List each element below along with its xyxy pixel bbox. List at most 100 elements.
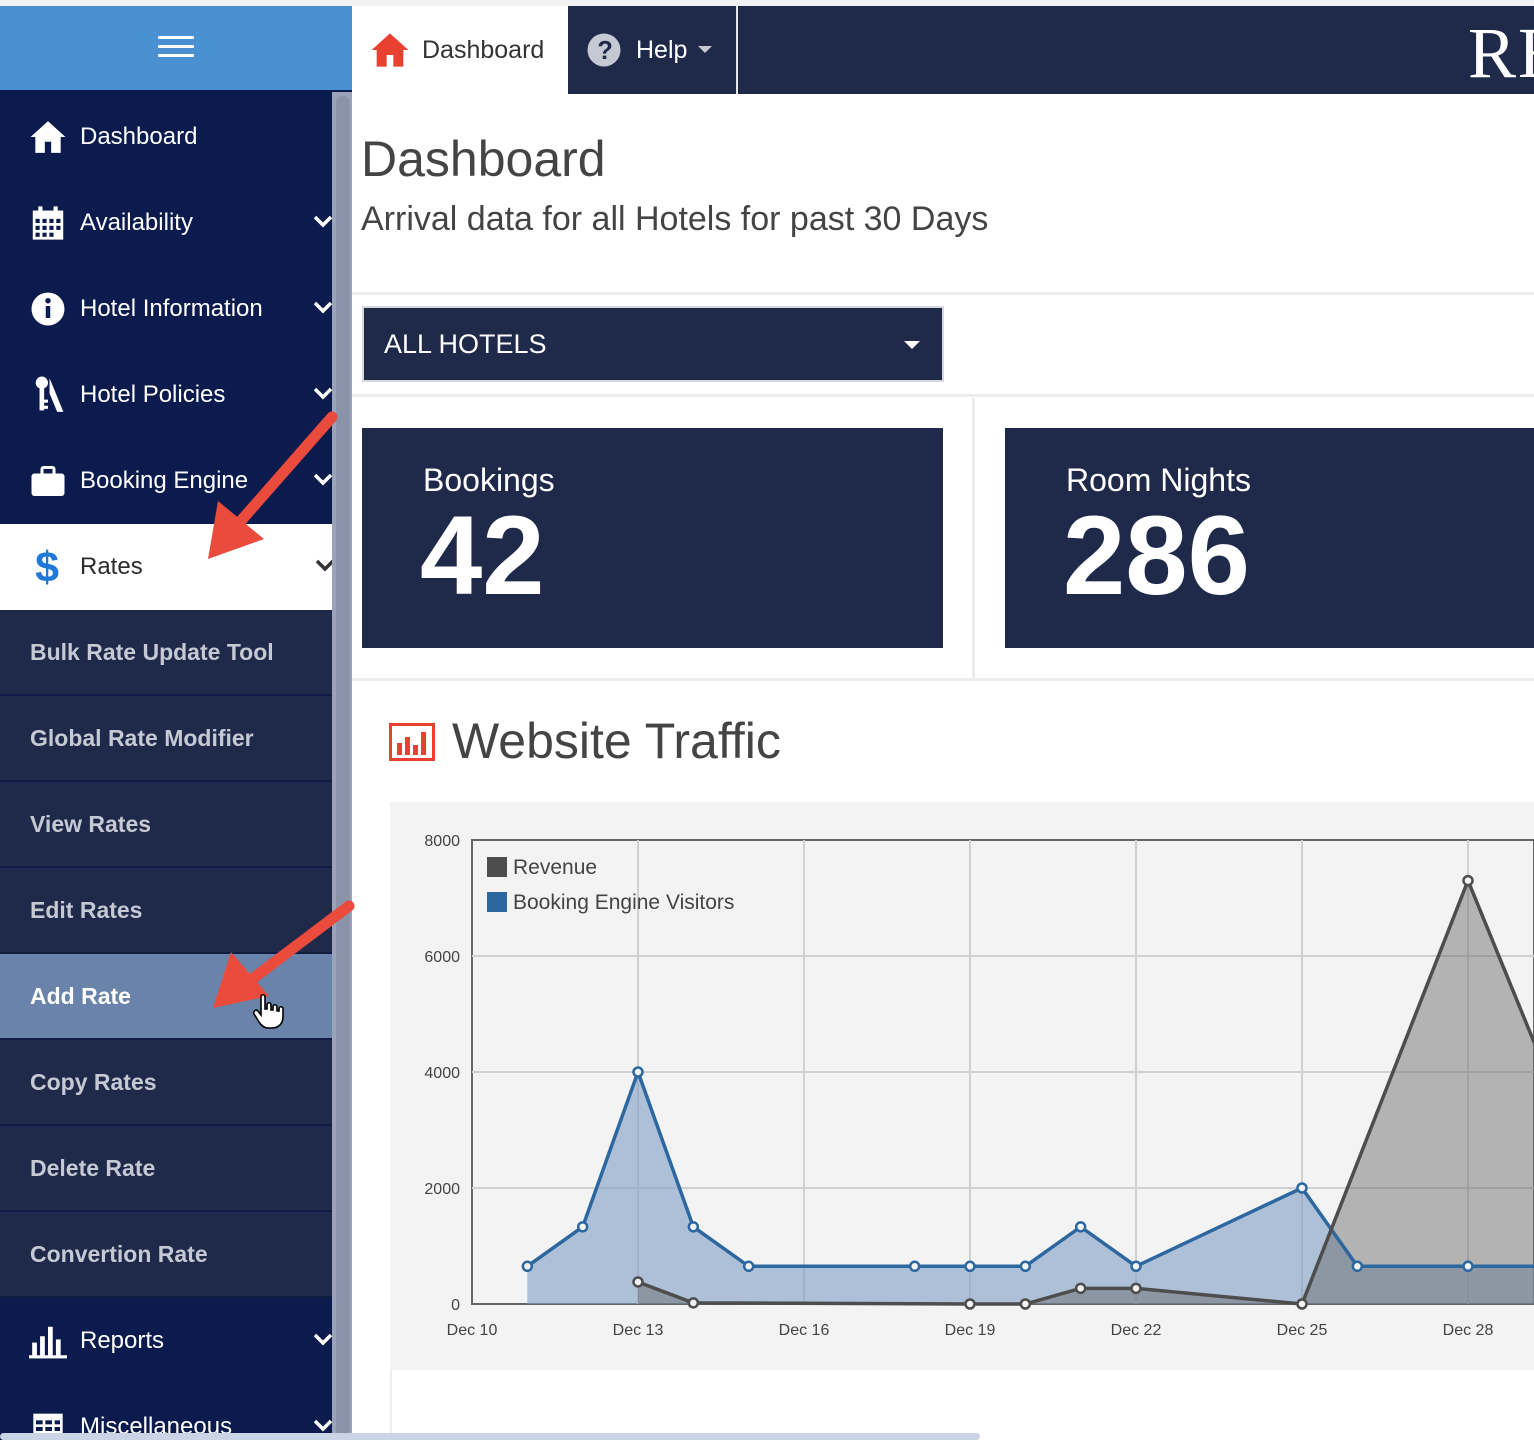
question-circle-icon: ?: [587, 33, 621, 67]
sidebar-item-label: Booking Engine: [80, 467, 249, 494]
divider: [390, 1370, 392, 1440]
annotation-arrow-rates: [208, 411, 338, 559]
sidebar-item-hotel-information[interactable]: Hotel Information: [0, 266, 333, 352]
bookings-card: Bookings 42: [362, 428, 943, 648]
data-point: [1019, 1260, 1032, 1273]
section-title-website-traffic: Website Traffic: [452, 713, 781, 769]
sidebar-item-booking-engine[interactable]: Booking Engine: [0, 438, 333, 524]
data-point: [1074, 1221, 1087, 1233]
x-tick-label: Dec 22: [1111, 1322, 1162, 1339]
chevron-down-icon: [313, 301, 333, 314]
data-point: [1462, 1260, 1474, 1273]
data-point: [687, 1221, 700, 1233]
tab-dashboard[interactable]: Dashboard: [352, 6, 568, 94]
submenu-global-rate-modifier[interactable]: Global Rate Modifier: [0, 696, 332, 781]
svg-text:?: ?: [597, 37, 613, 65]
chevron-down-icon: [313, 215, 333, 228]
annotation-arrow-add-rate: [213, 900, 355, 1008]
x-tick-label: Dec 10: [447, 1322, 498, 1339]
x-tick-label: Dec 28: [1443, 1322, 1494, 1339]
series-area: [638, 880, 1534, 1304]
tab-help[interactable]: ? Help: [570, 6, 738, 94]
horizontal-scrollbar[interactable]: [0, 1433, 980, 1440]
data-point: [576, 1221, 589, 1233]
caret-down-icon: [904, 341, 920, 349]
sidebar-item-availability[interactable]: Availability: [0, 180, 333, 266]
sidebar-item-reports[interactable]: Reports: [0, 1298, 333, 1384]
y-tick-label: 6000: [424, 949, 460, 966]
page-subtitle: Arrival data for all Hotels for past 30 …: [361, 200, 989, 238]
data-point: [1296, 1298, 1308, 1310]
divider: [352, 394, 1534, 397]
brand-logo[interactable]: RE: [1468, 13, 1534, 93]
tab-label: Dashboard: [422, 35, 545, 64]
divider: [352, 678, 1534, 681]
data-point: [1462, 874, 1474, 887]
briefcase-icon: [28, 461, 68, 501]
sidebar-item-label: Hotel Policies: [80, 381, 226, 408]
chevron-down-icon: [313, 1333, 333, 1346]
hand-cursor-icon: [253, 993, 284, 1029]
data-point: [632, 1066, 644, 1078]
sidebar-item-miscellaneous[interactable]: Miscellaneous: [0, 1384, 333, 1440]
data-point: [742, 1260, 755, 1273]
sidebar: Dashboard Availability Hotel Information…: [0, 90, 352, 1440]
sidebar-item-hotel-policies[interactable]: Hotel Policies: [0, 352, 333, 438]
data-point: [1130, 1260, 1142, 1273]
bar-chart-icon: [389, 723, 435, 761]
data-point: [1074, 1282, 1087, 1295]
divider: [972, 398, 975, 680]
sidebar-item-label: Availability: [80, 209, 193, 236]
x-tick-label: Dec 19: [945, 1322, 996, 1339]
submenu-copy-rates[interactable]: Copy Rates: [0, 1040, 332, 1125]
dollar-icon: $: [28, 547, 68, 587]
legend-label-visitors: Booking Engine Visitors: [513, 891, 734, 914]
data-point: [1130, 1282, 1142, 1295]
sidebar-item-label: Hotel Information: [80, 295, 263, 322]
chevron-down-icon: [313, 387, 333, 400]
bookings-value: 42: [420, 493, 545, 618]
y-tick-label: 4000: [424, 1065, 460, 1082]
sidebar-item-rates[interactable]: $ Rates: [0, 524, 350, 610]
legend-swatch-visitors: [487, 892, 507, 912]
room-nights-value: 286: [1063, 493, 1250, 618]
sidebar-item-dashboard[interactable]: Dashboard: [0, 94, 332, 180]
submenu-bulk-rate-update-tool[interactable]: Bulk Rate Update Tool: [0, 610, 332, 695]
divider: [352, 292, 1534, 295]
hotel-select-dropdown[interactable]: ALL HOTELS: [362, 306, 944, 382]
policy-icon: [28, 375, 68, 415]
series-line: [526, 1066, 1534, 1269]
y-tick-label: 8000: [424, 833, 460, 850]
data-point: [1019, 1298, 1032, 1310]
y-tick-label: 2000: [424, 1181, 460, 1198]
svg-text:$: $: [35, 547, 59, 587]
legend-label-revenue: Revenue: [513, 856, 597, 879]
y-tick-label: 0: [451, 1297, 460, 1314]
data-point: [1296, 1182, 1308, 1194]
submenu-add-rate[interactable]: Add Rate: [0, 954, 350, 1039]
submenu-view-rates[interactable]: View Rates: [0, 782, 332, 867]
data-point: [908, 1260, 921, 1273]
submenu-edit-rates[interactable]: Edit Rates: [0, 868, 332, 953]
bookings-label: Bookings: [423, 462, 555, 498]
x-tick-label: Dec 13: [613, 1322, 664, 1339]
submenu-convertion-rate[interactable]: Convertion Rate: [0, 1212, 332, 1297]
sidebar-header: [0, 6, 352, 90]
data-point: [964, 1260, 976, 1273]
data-point: [687, 1297, 700, 1309]
caret-down-icon: [698, 46, 713, 53]
x-tick-label: Dec 25: [1277, 1322, 1328, 1339]
data-point: [1351, 1260, 1364, 1273]
submenu-delete-rate[interactable]: Delete Rate: [0, 1126, 332, 1211]
menu-toggle-icon[interactable]: [158, 36, 194, 62]
sidebar-item-label: Dashboard: [80, 123, 198, 150]
data-point: [632, 1276, 644, 1288]
chevron-down-icon: [315, 559, 335, 572]
sidebar-scrollbar-thumb[interactable]: [336, 96, 350, 1436]
data-point: [964, 1298, 976, 1310]
data-point: [521, 1260, 534, 1273]
legend-swatch-revenue: [487, 857, 507, 877]
website-traffic-chart: 0 2000 4000 6000 8000 Dec 10 Dec 13 Dec 16 Dec 1…: [424, 833, 1534, 1339]
home-icon: [28, 117, 68, 157]
home-icon: [371, 33, 409, 67]
